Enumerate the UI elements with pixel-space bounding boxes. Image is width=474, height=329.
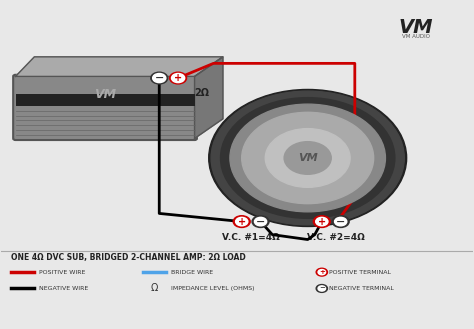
Circle shape <box>170 72 187 84</box>
Circle shape <box>255 217 267 226</box>
Circle shape <box>252 216 269 227</box>
Polygon shape <box>195 57 223 139</box>
Text: +: + <box>174 73 182 83</box>
Circle shape <box>172 73 185 83</box>
Polygon shape <box>16 57 223 76</box>
Circle shape <box>318 269 326 275</box>
Text: BRIDGE WIRE: BRIDGE WIRE <box>171 270 213 275</box>
Circle shape <box>313 216 330 227</box>
Circle shape <box>316 268 328 276</box>
Text: VM: VM <box>94 88 116 101</box>
Text: VM: VM <box>298 153 318 163</box>
Text: ONE 4Ω DVC SUB, BRIDGED 2-CHANNEL AMP: 2Ω LOAD: ONE 4Ω DVC SUB, BRIDGED 2-CHANNEL AMP: 2… <box>11 253 246 262</box>
Circle shape <box>284 142 331 174</box>
Text: −: − <box>155 73 164 83</box>
Text: NEGATIVE WIRE: NEGATIVE WIRE <box>39 286 88 291</box>
Text: V.C. #1=4Ω: V.C. #1=4Ω <box>222 233 280 242</box>
Text: VM AUDIO: VM AUDIO <box>402 34 430 39</box>
Circle shape <box>236 217 248 226</box>
Circle shape <box>318 286 326 291</box>
Circle shape <box>233 216 250 227</box>
Circle shape <box>242 112 374 204</box>
Text: −: − <box>256 216 265 227</box>
Circle shape <box>316 217 328 226</box>
Circle shape <box>151 72 168 84</box>
Text: +: + <box>237 216 246 227</box>
Circle shape <box>220 98 395 218</box>
Circle shape <box>153 73 166 83</box>
Text: +: + <box>319 269 325 275</box>
Text: VM: VM <box>399 18 433 37</box>
Circle shape <box>230 104 385 212</box>
Text: 2Ω: 2Ω <box>195 88 210 98</box>
Text: −: − <box>319 286 325 291</box>
Circle shape <box>316 285 328 292</box>
FancyBboxPatch shape <box>13 75 197 140</box>
Text: POSITIVE WIRE: POSITIVE WIRE <box>39 270 85 275</box>
Circle shape <box>265 129 350 187</box>
Circle shape <box>211 91 404 225</box>
Circle shape <box>332 216 349 227</box>
Text: IMPEDANCE LEVEL (OHMS): IMPEDANCE LEVEL (OHMS) <box>171 286 255 291</box>
Text: NEGATIVE TERMINAL: NEGATIVE TERMINAL <box>329 286 394 291</box>
Text: Ω: Ω <box>151 284 158 293</box>
Circle shape <box>335 217 347 226</box>
Text: −: − <box>336 216 346 227</box>
Text: POSITIVE TERMINAL: POSITIVE TERMINAL <box>329 270 391 275</box>
Text: V.C. #2=4Ω: V.C. #2=4Ω <box>307 233 365 242</box>
Text: +: + <box>318 216 326 227</box>
FancyBboxPatch shape <box>16 94 195 106</box>
Circle shape <box>209 89 407 226</box>
